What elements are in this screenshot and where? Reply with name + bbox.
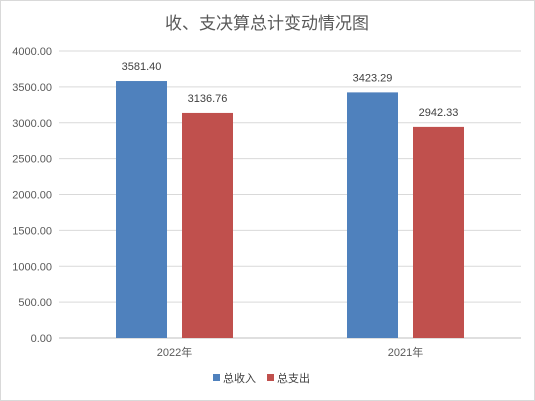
legend-label: 总收入: [223, 371, 256, 385]
legend-label: 总支出: [277, 371, 310, 385]
x-axis: 2022年 2021年: [157, 345, 423, 359]
y-tick-label: 500.00: [18, 297, 52, 309]
y-tick-label: 4000.00: [12, 46, 52, 58]
data-label: 2942.33: [419, 107, 459, 119]
y-tick-label: 2500.00: [12, 154, 52, 166]
chart-title: 收、支决算总计变动情况图: [165, 14, 369, 33]
x-tick-label: 2022年: [157, 345, 192, 359]
y-axis: 0.00 500.00 1000.00 1500.00 2000.00 2500.00 30…: [12, 46, 52, 345]
bar-expense: [182, 112, 233, 338]
data-label: 3136.76: [188, 93, 228, 105]
y-tick-label: 1500.00: [12, 225, 52, 237]
y-tick-label: 1000.00: [12, 261, 52, 273]
y-tick-label: 3000.00: [12, 118, 52, 130]
y-tick-label: 2000.00: [12, 190, 52, 202]
bars: 3581.40 3136.76 3423.29 2942.33: [116, 61, 464, 339]
y-tick-label: 3500.00: [12, 82, 52, 94]
bar-income: [116, 81, 167, 339]
bar-expense: [413, 126, 464, 339]
x-tick-label: 2021年: [388, 345, 423, 359]
legend-swatch: [213, 374, 220, 381]
data-label: 3423.29: [353, 72, 393, 84]
legend: 总收入 总支出: [213, 371, 310, 385]
bar-income: [347, 92, 398, 339]
data-label: 3581.40: [122, 61, 162, 73]
legend-swatch: [267, 374, 274, 381]
y-tick-label: 0.00: [31, 333, 52, 345]
